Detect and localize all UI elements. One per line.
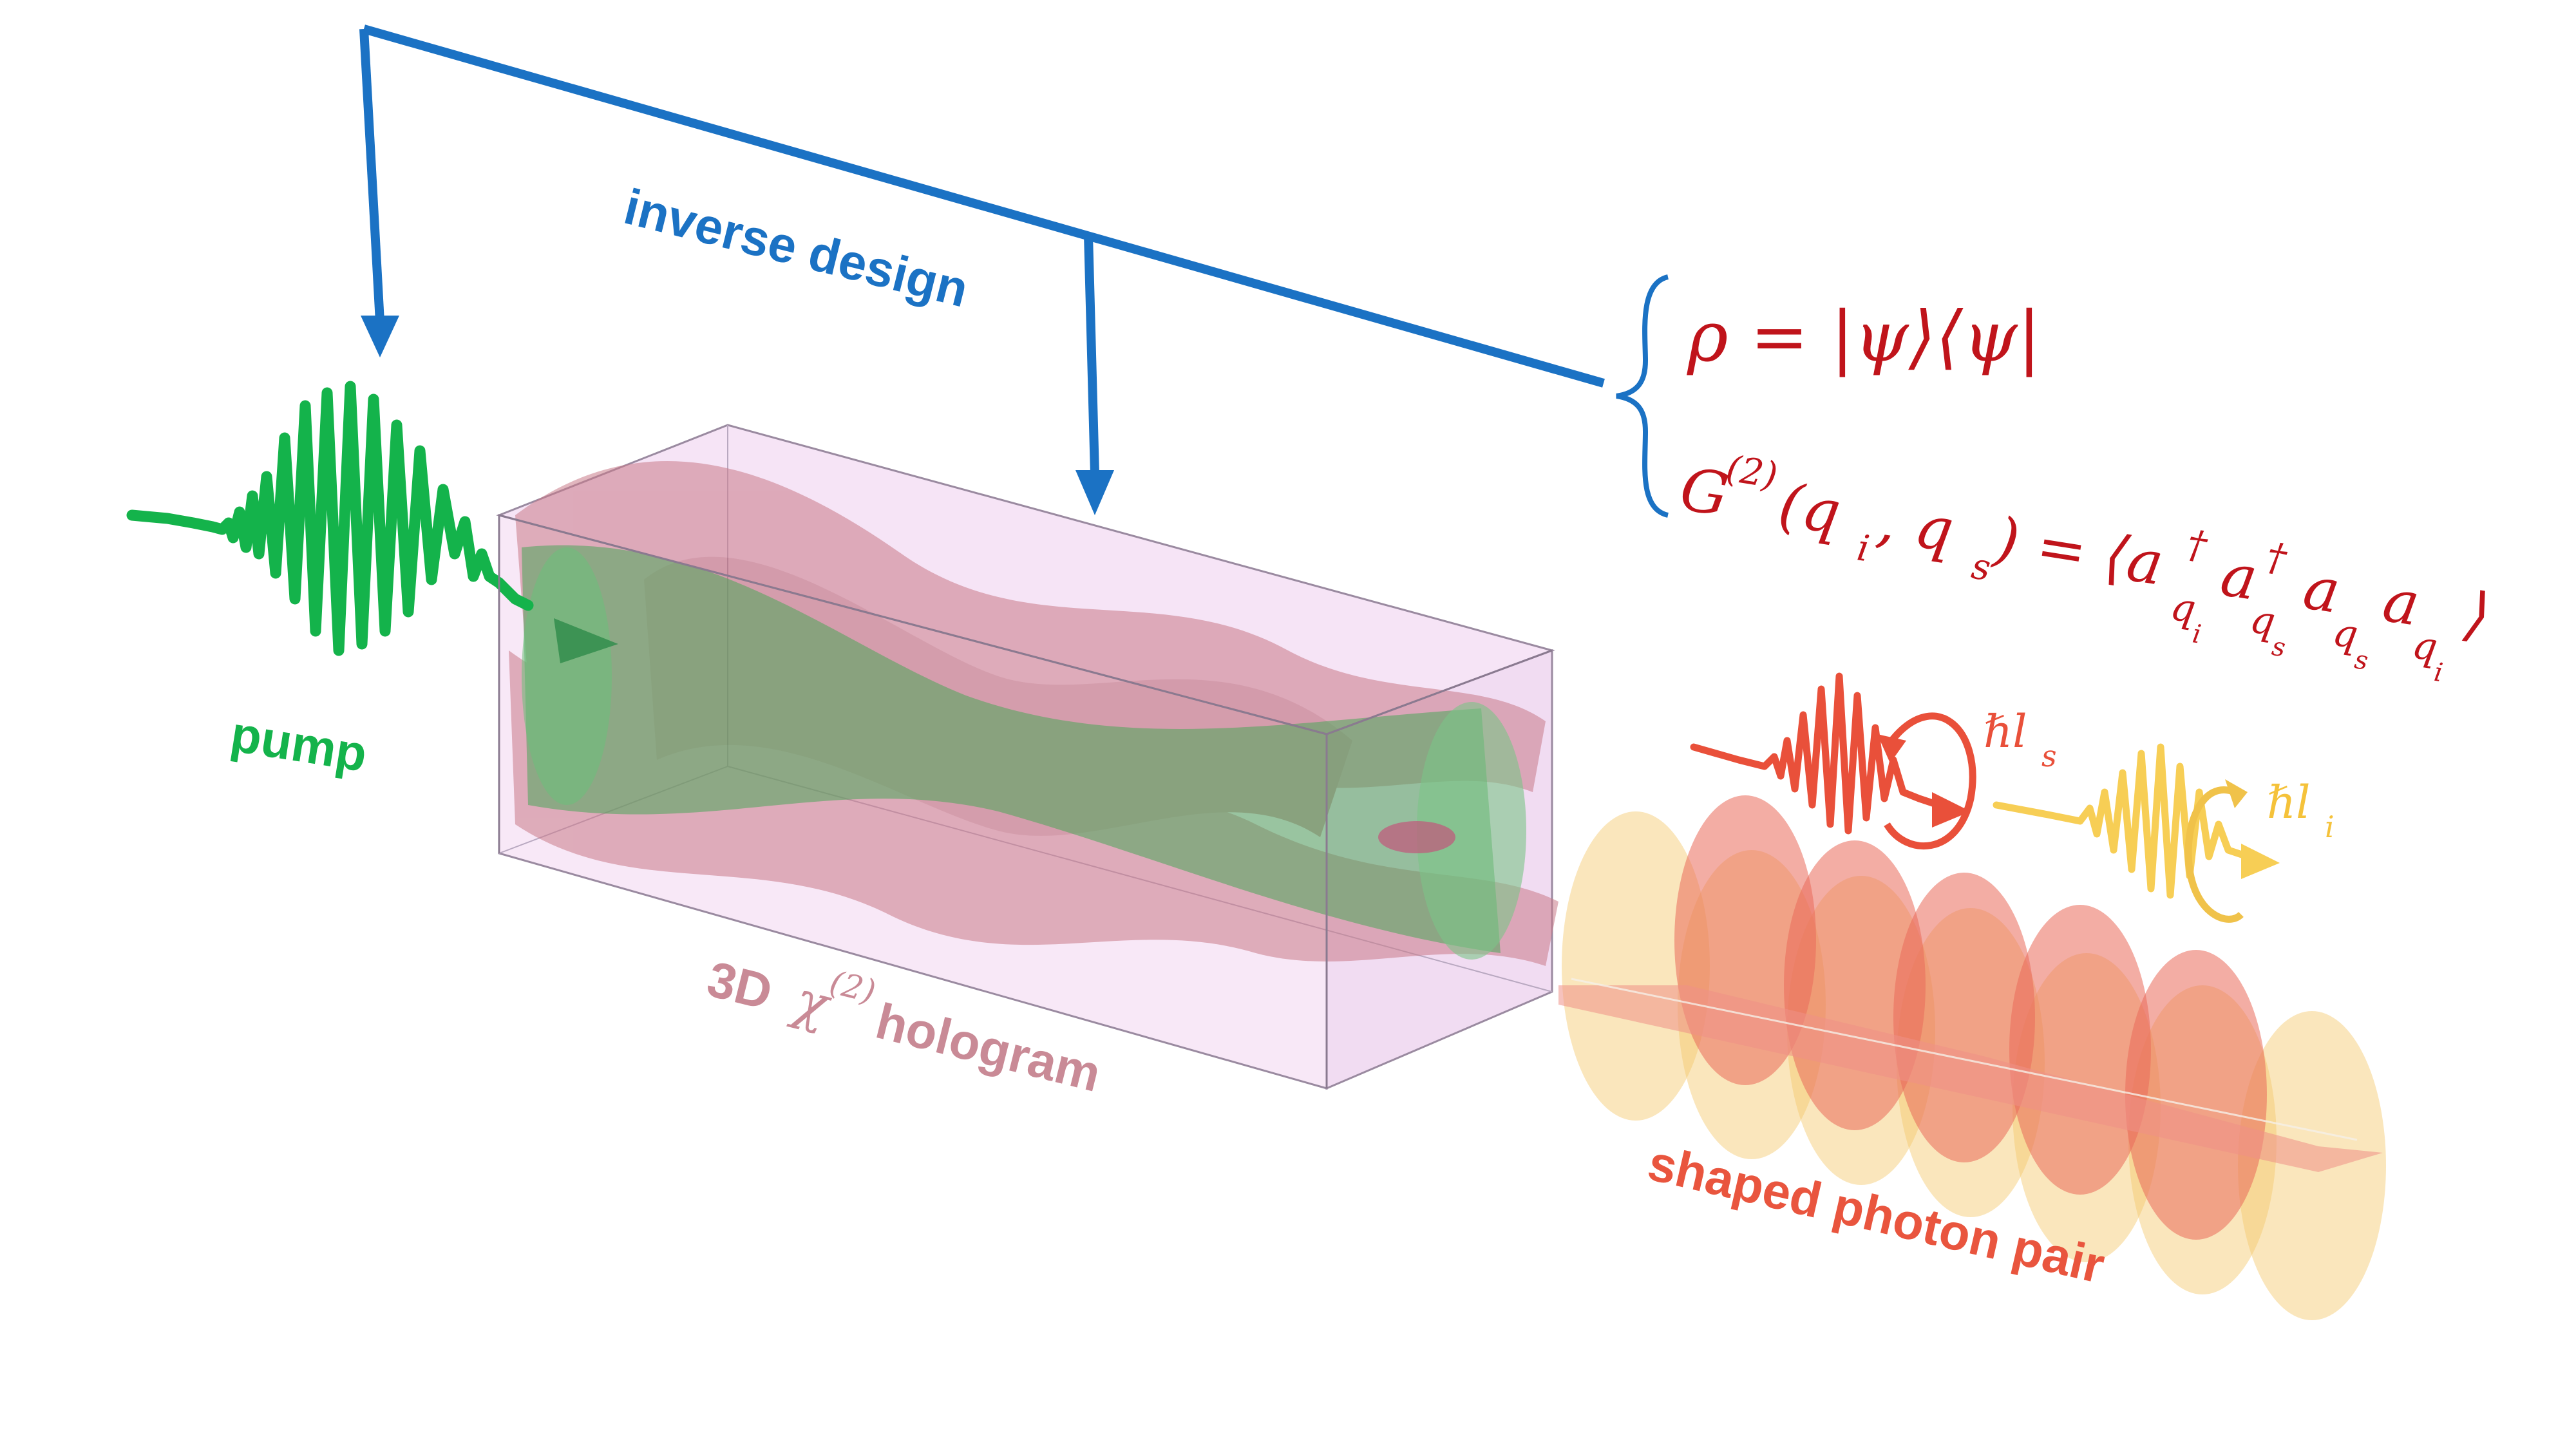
g2-order: (2) xyxy=(1723,448,1781,497)
arrow-to-pump xyxy=(359,28,384,323)
signal-curl-tip xyxy=(1877,734,1906,763)
pump-exit-disk xyxy=(1417,702,1526,960)
g2-equation: G (2) (q i , q s ) = ⟨a † q i a † q s a … xyxy=(1676,448,2495,688)
pump-beam xyxy=(522,545,1526,960)
idler-disc-1 xyxy=(1562,811,1710,1121)
signal-pulse xyxy=(1690,672,1942,835)
idler-arrowhead xyxy=(2241,844,2280,879)
equation-brace xyxy=(1616,274,1669,518)
close-bracket: ⟩ xyxy=(2461,579,2495,650)
inverse-design-label: inverse design xyxy=(619,178,974,318)
pump-entrance-disk xyxy=(522,547,612,805)
hbar-ls-label: ℏl s xyxy=(1984,705,2057,773)
dagger-1: † xyxy=(2184,522,2211,569)
arrow-to-crystal-head xyxy=(1075,470,1114,515)
photon-pair-beam xyxy=(1558,985,2383,1172)
g2-comma: , q xyxy=(1873,486,1958,565)
idler-oam-curl xyxy=(2184,786,2244,923)
signal-oam-curl xyxy=(1884,712,1976,850)
hbar-li: ℏl xyxy=(2267,776,2310,829)
hbar-li-label: ℏl i xyxy=(2267,776,2334,844)
inverse-design-arrows xyxy=(359,24,1605,515)
signal-arrowhead xyxy=(1932,792,1971,828)
feedback-line xyxy=(363,24,1605,388)
hbar-li-sub: i xyxy=(2325,810,2334,844)
arrow-to-pump-head xyxy=(361,316,399,357)
g2-close: ) = ⟨a xyxy=(1989,504,2168,599)
g2-symbol: G xyxy=(1676,455,1733,530)
pump-direction-marker xyxy=(554,618,618,663)
hbar-ls-sub: s xyxy=(2041,739,2057,773)
density-matrix-equation: ρ = |ψ⟩⟨ψ| xyxy=(1687,297,2041,377)
g2-sub-i: i xyxy=(1854,527,1872,570)
arrow-to-crystal xyxy=(1084,234,1099,474)
g2-sub-s: s xyxy=(1969,545,1994,590)
hologram-chi: χ xyxy=(786,969,837,1037)
signal-disc-5 xyxy=(2125,950,2267,1240)
pump-label: pump xyxy=(227,705,370,782)
idler-curl-tip xyxy=(2225,779,2248,808)
dagger-2: † xyxy=(2264,534,2291,582)
pump-cone xyxy=(522,545,1501,953)
hbar-ls: ℏl xyxy=(1984,705,2027,758)
photon-pair-axis xyxy=(1571,978,2358,1141)
crystal-front-edges xyxy=(498,514,1553,1088)
hologram-order: (2) xyxy=(826,963,880,1010)
exit-hotspot xyxy=(1378,821,1455,853)
photon-pair-discs xyxy=(1558,795,2386,1320)
hologram-prefix: 3D xyxy=(702,950,778,1021)
idler-pulse xyxy=(1993,743,2258,899)
g2-args-open: (q xyxy=(1774,470,1845,548)
pump-pulse xyxy=(126,381,534,656)
